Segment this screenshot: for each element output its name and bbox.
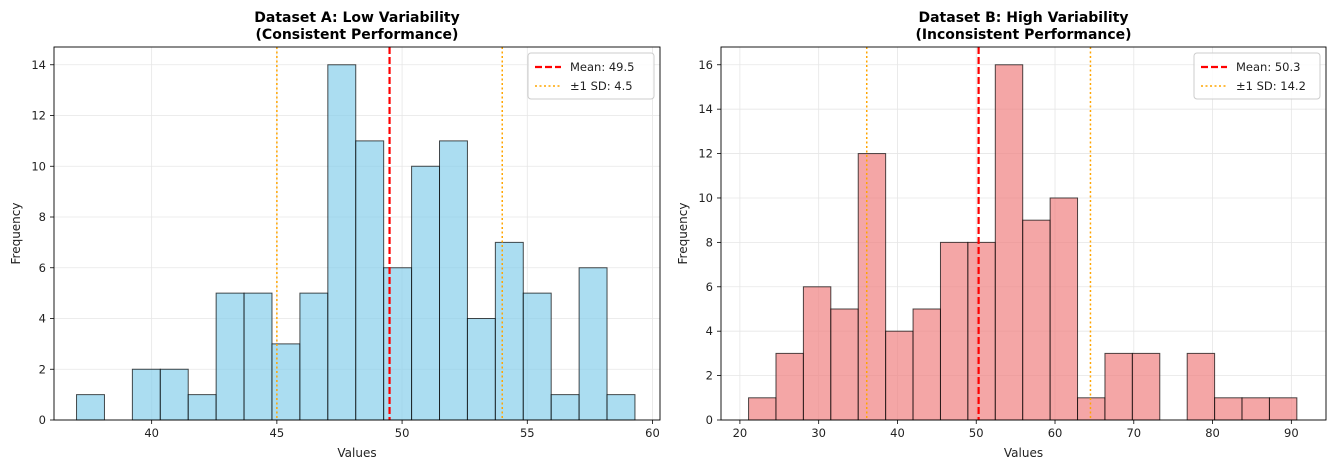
x-tick-label: 80 xyxy=(1205,426,1220,440)
histogram-bar xyxy=(243,292,273,421)
legend: Mean: 50.3 ±1 SD: 14.2 xyxy=(1193,52,1321,100)
histogram-bar xyxy=(939,241,969,421)
histogram-bar xyxy=(912,308,941,421)
y-axis-label: Frequency xyxy=(676,203,690,265)
y-tick-label: 0 xyxy=(706,413,713,427)
histogram-bar xyxy=(355,140,385,421)
x-tick-label: 60 xyxy=(645,426,660,440)
histogram-bar xyxy=(967,241,996,421)
histogram-bar xyxy=(775,352,804,421)
histogram-bar xyxy=(131,368,161,421)
histogram-bar xyxy=(187,394,217,421)
y-tick-label: 10 xyxy=(698,191,713,205)
histogram-bar xyxy=(994,64,1024,421)
y-tick-label: 8 xyxy=(39,210,46,224)
histogram-bar xyxy=(466,318,496,421)
x-tick-label: 40 xyxy=(144,426,159,440)
histogram-bar xyxy=(1241,397,1270,421)
histogram-bar xyxy=(215,292,245,421)
y-tick-label: 6 xyxy=(39,261,46,275)
histogram-bar xyxy=(748,397,777,421)
histogram-bar xyxy=(1268,397,1298,421)
histogram-bar xyxy=(1022,219,1051,421)
histogram-bar xyxy=(522,292,552,421)
y-tick-label: 12 xyxy=(31,109,46,123)
legend-mean-label: Mean: 50.3 xyxy=(1236,60,1300,74)
histogram-bar xyxy=(1049,197,1079,421)
x-tick-label: 55 xyxy=(520,426,535,440)
x-tick-label: 20 xyxy=(733,426,748,440)
x-tick-label: 30 xyxy=(811,426,826,440)
histogram-bar xyxy=(159,368,189,421)
histogram-bar xyxy=(1214,397,1243,421)
legend-sd-label: ±1 SD: 4.5 xyxy=(570,79,633,93)
histogram-bar xyxy=(299,292,329,421)
x-axis-label: Values xyxy=(337,446,376,460)
chart-panel-b: 20 30 40 50 60 70 80 90 0 2 4 6 8 10 12 14 16 Values Frequ… xyxy=(676,10,1327,460)
histogram-bar xyxy=(411,165,441,421)
y-tick-label: 4 xyxy=(706,324,713,338)
histogram-bar xyxy=(885,330,914,421)
plot-frame xyxy=(53,46,661,421)
chart-subtitle: (Inconsistent Performance) xyxy=(915,27,1131,43)
y-tick-label: 14 xyxy=(31,58,46,72)
y-tick-label: 2 xyxy=(39,362,46,376)
histogram-bar xyxy=(327,64,357,421)
y-tick-label: 6 xyxy=(706,280,713,294)
histogram-bar xyxy=(578,267,608,421)
histogram-bar xyxy=(439,140,468,421)
chart-title: Dataset A: Low Variability xyxy=(254,10,459,26)
y-tick-label: 8 xyxy=(706,235,713,249)
x-tick-label: 90 xyxy=(1284,426,1299,440)
y-tick-label: 14 xyxy=(698,102,713,116)
chart-subtitle: (Consistent Performance) xyxy=(256,27,459,43)
legend-box xyxy=(1193,52,1321,100)
histogram-bar xyxy=(1077,397,1106,421)
x-tick-label: 40 xyxy=(890,426,905,440)
legend-box xyxy=(527,52,655,100)
y-axis-label: Frequency xyxy=(9,203,23,265)
chart-title: Dataset B: High Variability xyxy=(918,10,1128,26)
x-axis-label: Values xyxy=(1004,446,1043,460)
legend-sd-label: ±1 SD: 14.2 xyxy=(1236,79,1306,93)
legend: Mean: 49.5 ±1 SD: 4.5 xyxy=(527,52,655,100)
y-tick-label: 10 xyxy=(31,159,46,173)
histogram-bar xyxy=(494,241,524,421)
histogram-bar xyxy=(76,394,105,421)
y-tick-label: 16 xyxy=(698,58,713,72)
y-tick-label: 2 xyxy=(706,369,713,383)
y-tick-label: 4 xyxy=(39,312,46,326)
x-tick-label: 50 xyxy=(395,426,410,440)
histogram-bar xyxy=(1104,352,1133,421)
x-tick-label: 60 xyxy=(1048,426,1063,440)
x-tick-label: 70 xyxy=(1126,426,1141,440)
histogram-bar xyxy=(830,308,859,421)
legend-mean-label: Mean: 49.5 xyxy=(570,60,634,74)
y-tick-label: 0 xyxy=(39,413,46,427)
y-tick-label: 12 xyxy=(698,147,713,161)
histogram-bar xyxy=(802,286,832,421)
histogram-bar xyxy=(1131,352,1161,421)
plot-frame xyxy=(720,46,1327,421)
x-tick-label: 45 xyxy=(270,426,285,440)
histogram-bar xyxy=(857,153,887,421)
histogram-bar xyxy=(550,394,580,421)
histogram-bar xyxy=(1186,352,1216,421)
x-tick-label: 50 xyxy=(969,426,984,440)
histogram-bar xyxy=(606,394,636,421)
chart-panel-a: 40 45 50 55 60 0 2 4 6 8 10 12 14 Values Frequency Data… xyxy=(9,10,661,460)
histogram-bar xyxy=(383,267,413,421)
